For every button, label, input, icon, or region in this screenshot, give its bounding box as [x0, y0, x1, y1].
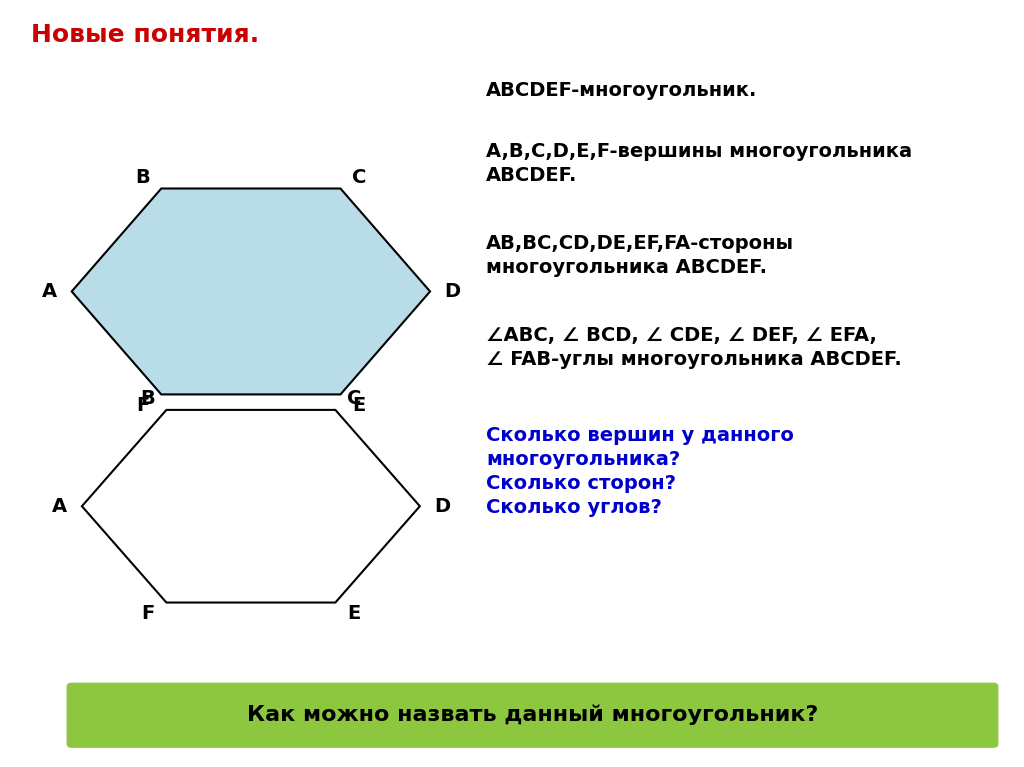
Text: Как можно назвать данный многоугольник?: Как можно назвать данный многоугольник? — [247, 705, 818, 726]
Text: F: F — [141, 604, 155, 623]
Text: ∠ABC, ∠ BCD, ∠ CDE, ∠ DEF, ∠ EFA,
∠ FAB-углы многоугольника ABCDEF.: ∠ABC, ∠ BCD, ∠ CDE, ∠ DEF, ∠ EFA, ∠ FAB-… — [486, 326, 902, 369]
Text: ABCDEF-многоугольник.: ABCDEF-многоугольник. — [486, 81, 758, 100]
Text: Сколько вершин у данного
многоугольника?
Сколько сторон?
Сколько углов?: Сколько вершин у данного многоугольника?… — [486, 426, 795, 518]
Text: B: B — [140, 390, 156, 408]
Text: B: B — [135, 168, 151, 187]
FancyBboxPatch shape — [67, 683, 998, 748]
Text: A,B,C,D,E,F-вершины многоугольника
ABCDEF.: A,B,C,D,E,F-вершины многоугольника ABCDE… — [486, 142, 912, 185]
Text: E: E — [352, 396, 366, 415]
Text: AB,BC,CD,DE,EF,FA-стороны
многоугольника ABCDEF.: AB,BC,CD,DE,EF,FA-стороны многоугольника… — [486, 234, 795, 277]
Text: D: D — [444, 282, 460, 301]
Text: A: A — [42, 282, 57, 301]
Text: F: F — [136, 396, 150, 415]
Polygon shape — [72, 189, 430, 394]
Text: E: E — [347, 604, 360, 623]
Text: D: D — [434, 497, 450, 515]
Text: A: A — [52, 497, 68, 515]
Text: C: C — [351, 168, 367, 187]
Text: C: C — [346, 390, 361, 408]
Text: Новые понятия.: Новые понятия. — [31, 23, 259, 47]
